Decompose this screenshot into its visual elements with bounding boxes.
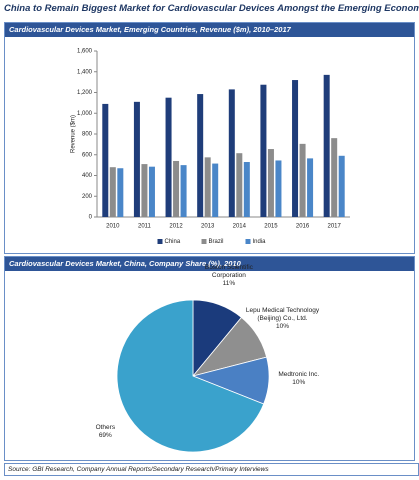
panel-header: Cardiovascular Devices Market, China, Co… — [5, 257, 414, 271]
pie-slice — [116, 299, 265, 453]
bar — [117, 168, 124, 217]
x-tick-label: 2013 — [201, 224, 215, 230]
x-tick-label: 2012 — [169, 224, 183, 230]
pie-panel: Cardiovascular Devices Market, China, Co… — [4, 256, 415, 461]
bar — [133, 101, 140, 217]
slice-value: 10% — [292, 378, 306, 386]
y-axis-label: Revenue ($m) — [71, 115, 77, 153]
source-note: Source: GBI Research, Company Annual Rep… — [4, 463, 419, 476]
bar — [331, 138, 338, 217]
y-tick-label: 200 — [82, 194, 93, 200]
pie-label: Boston Scientific Corporation 11% — [189, 264, 269, 288]
y-tick-label: 1,000 — [77, 111, 93, 117]
pie-label: Others 69% — [65, 424, 145, 440]
y-tick-label: 1,400 — [77, 69, 93, 75]
bar — [299, 143, 306, 217]
bar — [228, 89, 235, 217]
y-tick-label: 400 — [82, 173, 93, 179]
bar — [292, 80, 299, 217]
slice-name: Others — [95, 423, 116, 431]
slice-name: Lepu Medical Technology (Beijing) Co., L… — [245, 307, 320, 323]
bar — [141, 164, 148, 217]
page-title: China to Remain Biggest Market for Cardi… — [4, 3, 419, 14]
bar — [212, 163, 219, 217]
bar — [109, 167, 116, 217]
slice-name: Boston Scientific Corporation — [204, 264, 253, 280]
bar — [236, 153, 243, 217]
legend-label: China — [165, 239, 181, 245]
bar — [197, 94, 204, 217]
bar — [307, 158, 314, 217]
x-tick-label: 2014 — [233, 224, 247, 230]
y-tick-label: 1,600 — [77, 49, 93, 55]
bar — [204, 157, 211, 217]
y-tick-label: 0 — [89, 215, 93, 221]
bar — [323, 74, 330, 217]
bar — [260, 84, 267, 217]
x-tick-label: 2011 — [138, 224, 152, 230]
bar — [173, 160, 180, 217]
y-tick-label: 600 — [82, 152, 93, 158]
slice-value: 10% — [275, 323, 289, 331]
panel-header: Cardiovascular Devices Market, Emerging … — [5, 23, 414, 37]
x-tick-label: 2017 — [328, 224, 342, 230]
y-tick-label: 800 — [82, 132, 93, 138]
legend-swatch — [157, 239, 163, 244]
legend-swatch — [245, 239, 251, 244]
bar — [243, 162, 250, 217]
y-tick-label: 1,200 — [77, 90, 93, 96]
bar — [338, 155, 345, 217]
pie-label: Medtronic Inc. 10% — [259, 371, 339, 387]
slice-value: 69% — [98, 431, 112, 439]
x-tick-label: 2015 — [264, 224, 278, 230]
legend-swatch — [201, 239, 207, 244]
bar-chart: 0 200 400 600 800 1,000 1,200 1,400 1,600 Revenue… — [71, 49, 350, 245]
slice-value: 11% — [222, 280, 236, 288]
legend-label: Brazil — [209, 239, 224, 245]
slice-name: Medtronic Inc. — [278, 370, 320, 378]
legend-label: India — [253, 239, 267, 245]
bar — [267, 149, 274, 217]
x-tick-label: 2010 — [106, 224, 120, 230]
x-tick-label: 2016 — [296, 224, 310, 230]
bar — [102, 103, 109, 217]
pie-chart — [116, 299, 270, 453]
bar — [165, 97, 172, 217]
bar — [148, 166, 155, 217]
pie-label: Lepu Medical Technology (Beijing) Co., L… — [242, 307, 322, 331]
bar — [275, 160, 282, 217]
pie-area: Boston Scientific Corporation 11% Lepu Med… — [5, 264, 414, 460]
bar-panel: Cardiovascular Devices Market, Emerging … — [4, 22, 415, 254]
bar — [180, 165, 187, 217]
